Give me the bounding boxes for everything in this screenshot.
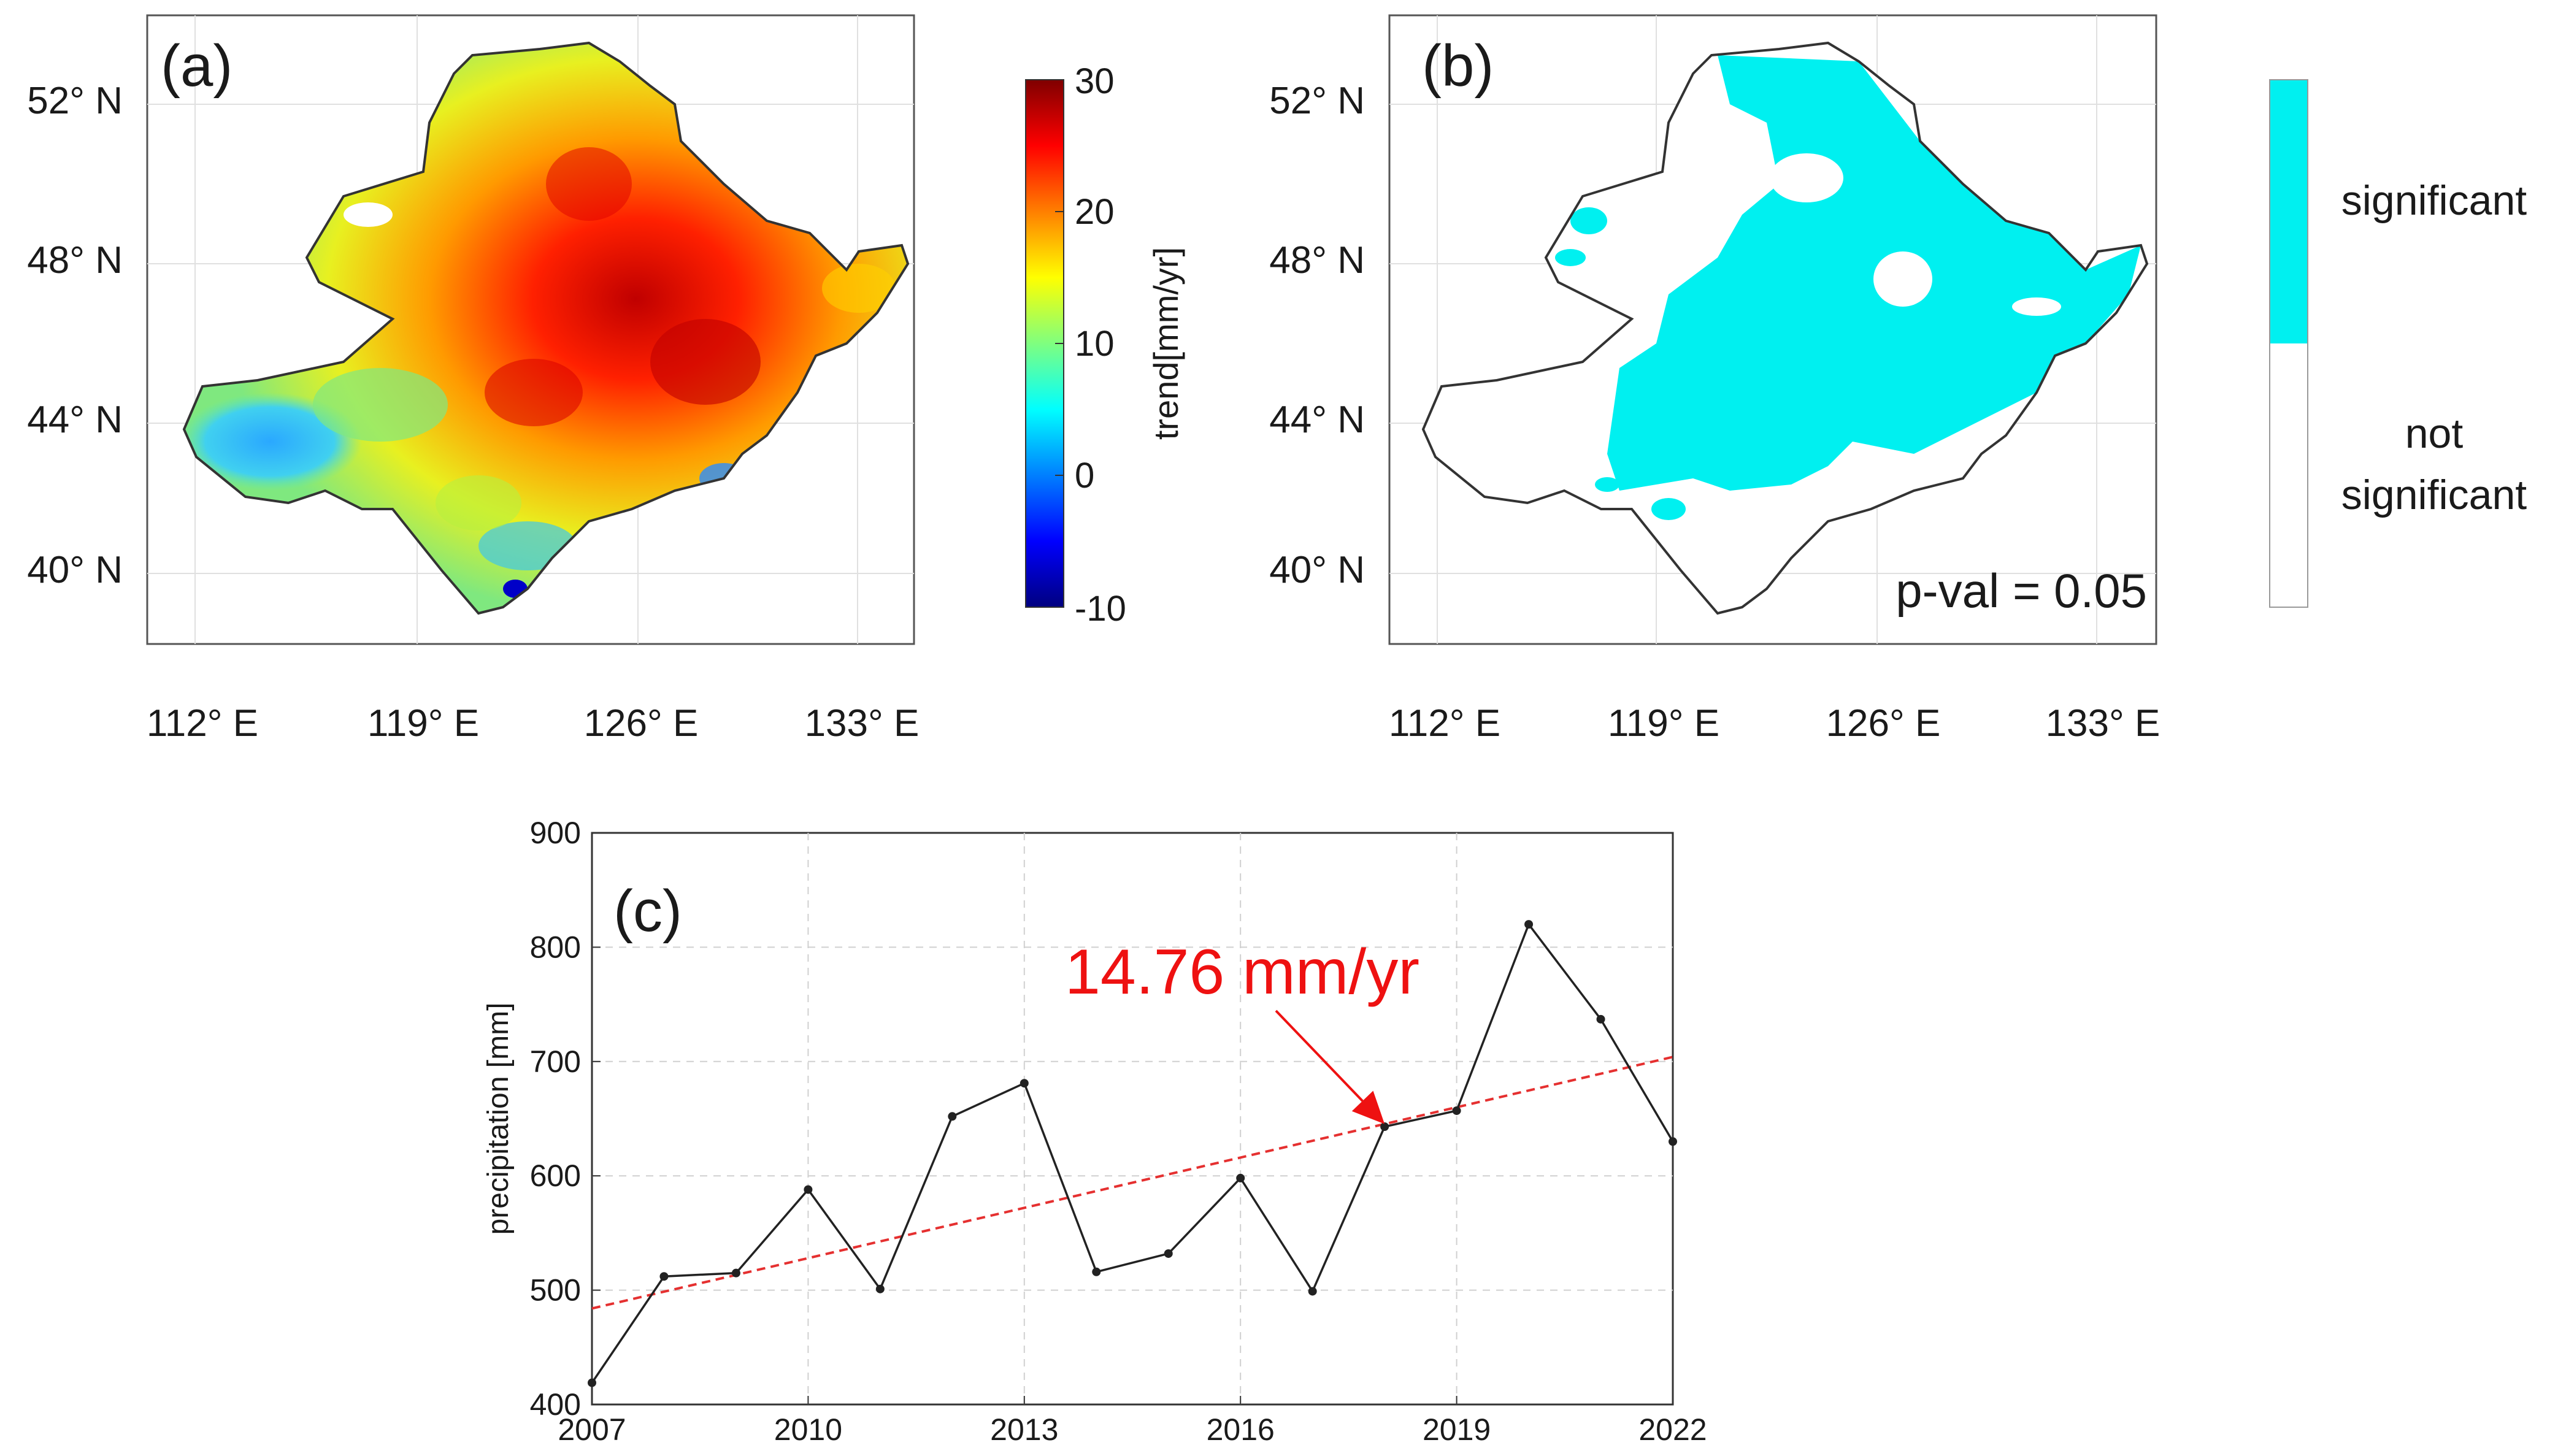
panel-b-lat-tick: 48° N — [1269, 239, 1365, 282]
x-tick-label: 2013 — [990, 1412, 1058, 1447]
y-axis-label: precipitation [mm] — [482, 1003, 515, 1235]
trend-line — [591, 1056, 1673, 1310]
data-point — [1236, 1173, 1245, 1182]
trend-annotation: 14.76 mm/yr — [1065, 937, 1419, 1008]
x-tick-label: 2019 — [1423, 1412, 1491, 1447]
x-tick-labels: 2007 2010 2013 2016 2019 2022 — [558, 1396, 1707, 1447]
series-layer — [588, 920, 1677, 1387]
trend-layer — [591, 1056, 1673, 1310]
region-outline — [182, 41, 910, 615]
panel-a-label: (a) — [161, 33, 232, 99]
panel-b-lon-tick: 112° E — [1389, 702, 1500, 745]
x-tick-label: 2016 — [1207, 1412, 1275, 1447]
colorbar-tick: 20 — [1075, 192, 1115, 232]
y-tick-label: 400 — [530, 1387, 581, 1422]
y-tick-label: 500 — [530, 1273, 581, 1308]
data-point — [1669, 1137, 1677, 1146]
panel-b-lon-tick: 126° E — [1826, 702, 1941, 745]
panel-b-label: (b) — [1422, 33, 1494, 99]
plot-area — [591, 832, 1674, 1406]
series-line — [591, 922, 1674, 1384]
panel-a-lon-tick: 133° E — [805, 702, 920, 745]
panel-b-lat-tick: 40° N — [1269, 549, 1365, 591]
data-point — [731, 1268, 740, 1278]
legend-not-significant-label: not — [2405, 410, 2464, 457]
legend-not-significant-swatch — [2270, 343, 2308, 607]
panel-a-lat-tick: 52° N — [27, 80, 123, 122]
panel-c: 2007 2010 2013 2016 2019 2022 400 500 600 700 800… — [482, 816, 1707, 1447]
data-point — [1092, 1267, 1101, 1276]
panel-b-lat-tick: 52° N — [1269, 80, 1365, 122]
data-point — [1308, 1287, 1317, 1296]
legend-frame — [2269, 79, 2308, 608]
x-tick-label: 2007 — [558, 1412, 626, 1447]
significance-legend: significant not significant — [2269, 79, 2527, 608]
y-tick-label: 600 — [530, 1159, 581, 1193]
colorbar-tick: -10 — [1075, 589, 1126, 629]
colorbar-tick: 0 — [1075, 456, 1094, 496]
data-point — [948, 1112, 957, 1121]
colorbar: 30 20 10 0 -10 trend[mm/yr] — [1025, 61, 1185, 629]
data-point — [1524, 920, 1534, 929]
y-tick-label: 900 — [530, 816, 581, 850]
data-point — [1596, 1014, 1605, 1024]
panel-a-lat-tick: 40° N — [27, 549, 123, 591]
panel-a: (a) 52° N 48° N 44° N 40° N 112° E 119° … — [27, 14, 1185, 745]
x-tick-label: 2010 — [774, 1412, 842, 1447]
panel-b-lat-tick: 44° N — [1269, 399, 1365, 441]
annotation-arrow-head — [1351, 1090, 1385, 1124]
colorbar-tick: 30 — [1075, 61, 1115, 101]
colorbar-label: trend[mm/yr] — [1146, 247, 1185, 440]
data-point — [1164, 1249, 1173, 1258]
data-point — [875, 1284, 885, 1293]
y-tick-label: 700 — [530, 1044, 581, 1079]
data-point — [804, 1185, 813, 1194]
data-point — [659, 1272, 669, 1281]
panel-b-lon-tick: 119° E — [1608, 702, 1719, 745]
y-tick-labels: 400 500 600 700 800 900 — [530, 816, 601, 1422]
data-point — [1452, 1106, 1461, 1115]
colorbar-tick: 10 — [1075, 324, 1115, 364]
legend-significant-label: significant — [2341, 177, 2527, 224]
panel-a-lat-tick: 48° N — [27, 239, 123, 282]
region-outline — [1421, 41, 2149, 615]
panel-b-lon-tick: 133° E — [2046, 702, 2160, 745]
panel-a-lon-tick: 126° E — [584, 702, 699, 745]
data-point — [1380, 1122, 1389, 1132]
legend-not-significant-label: significant — [2341, 472, 2527, 518]
panel-a-lon-tick: 119° E — [367, 702, 479, 745]
annotation-arrow-shaft — [1275, 1010, 1364, 1102]
x-tick-label: 2022 — [1638, 1412, 1707, 1447]
panel-c-label: (c) — [613, 878, 682, 944]
y-tick-label: 800 — [530, 930, 581, 964]
panel-b: (b) p-val = 0.05 52° N 48° N 44° N 40° N… — [1269, 14, 2527, 745]
legend-significant-swatch — [2270, 80, 2308, 343]
grid-lines — [592, 833, 1673, 1404]
data-point — [1020, 1079, 1029, 1088]
panel-a-lat-tick: 44° N — [27, 399, 123, 441]
panel-a-lon-tick: 112° E — [147, 702, 258, 745]
annotation-arrow — [1275, 1010, 1385, 1124]
data-point — [588, 1378, 596, 1387]
panel-b-annotation: p-val = 0.05 — [1895, 564, 2147, 618]
